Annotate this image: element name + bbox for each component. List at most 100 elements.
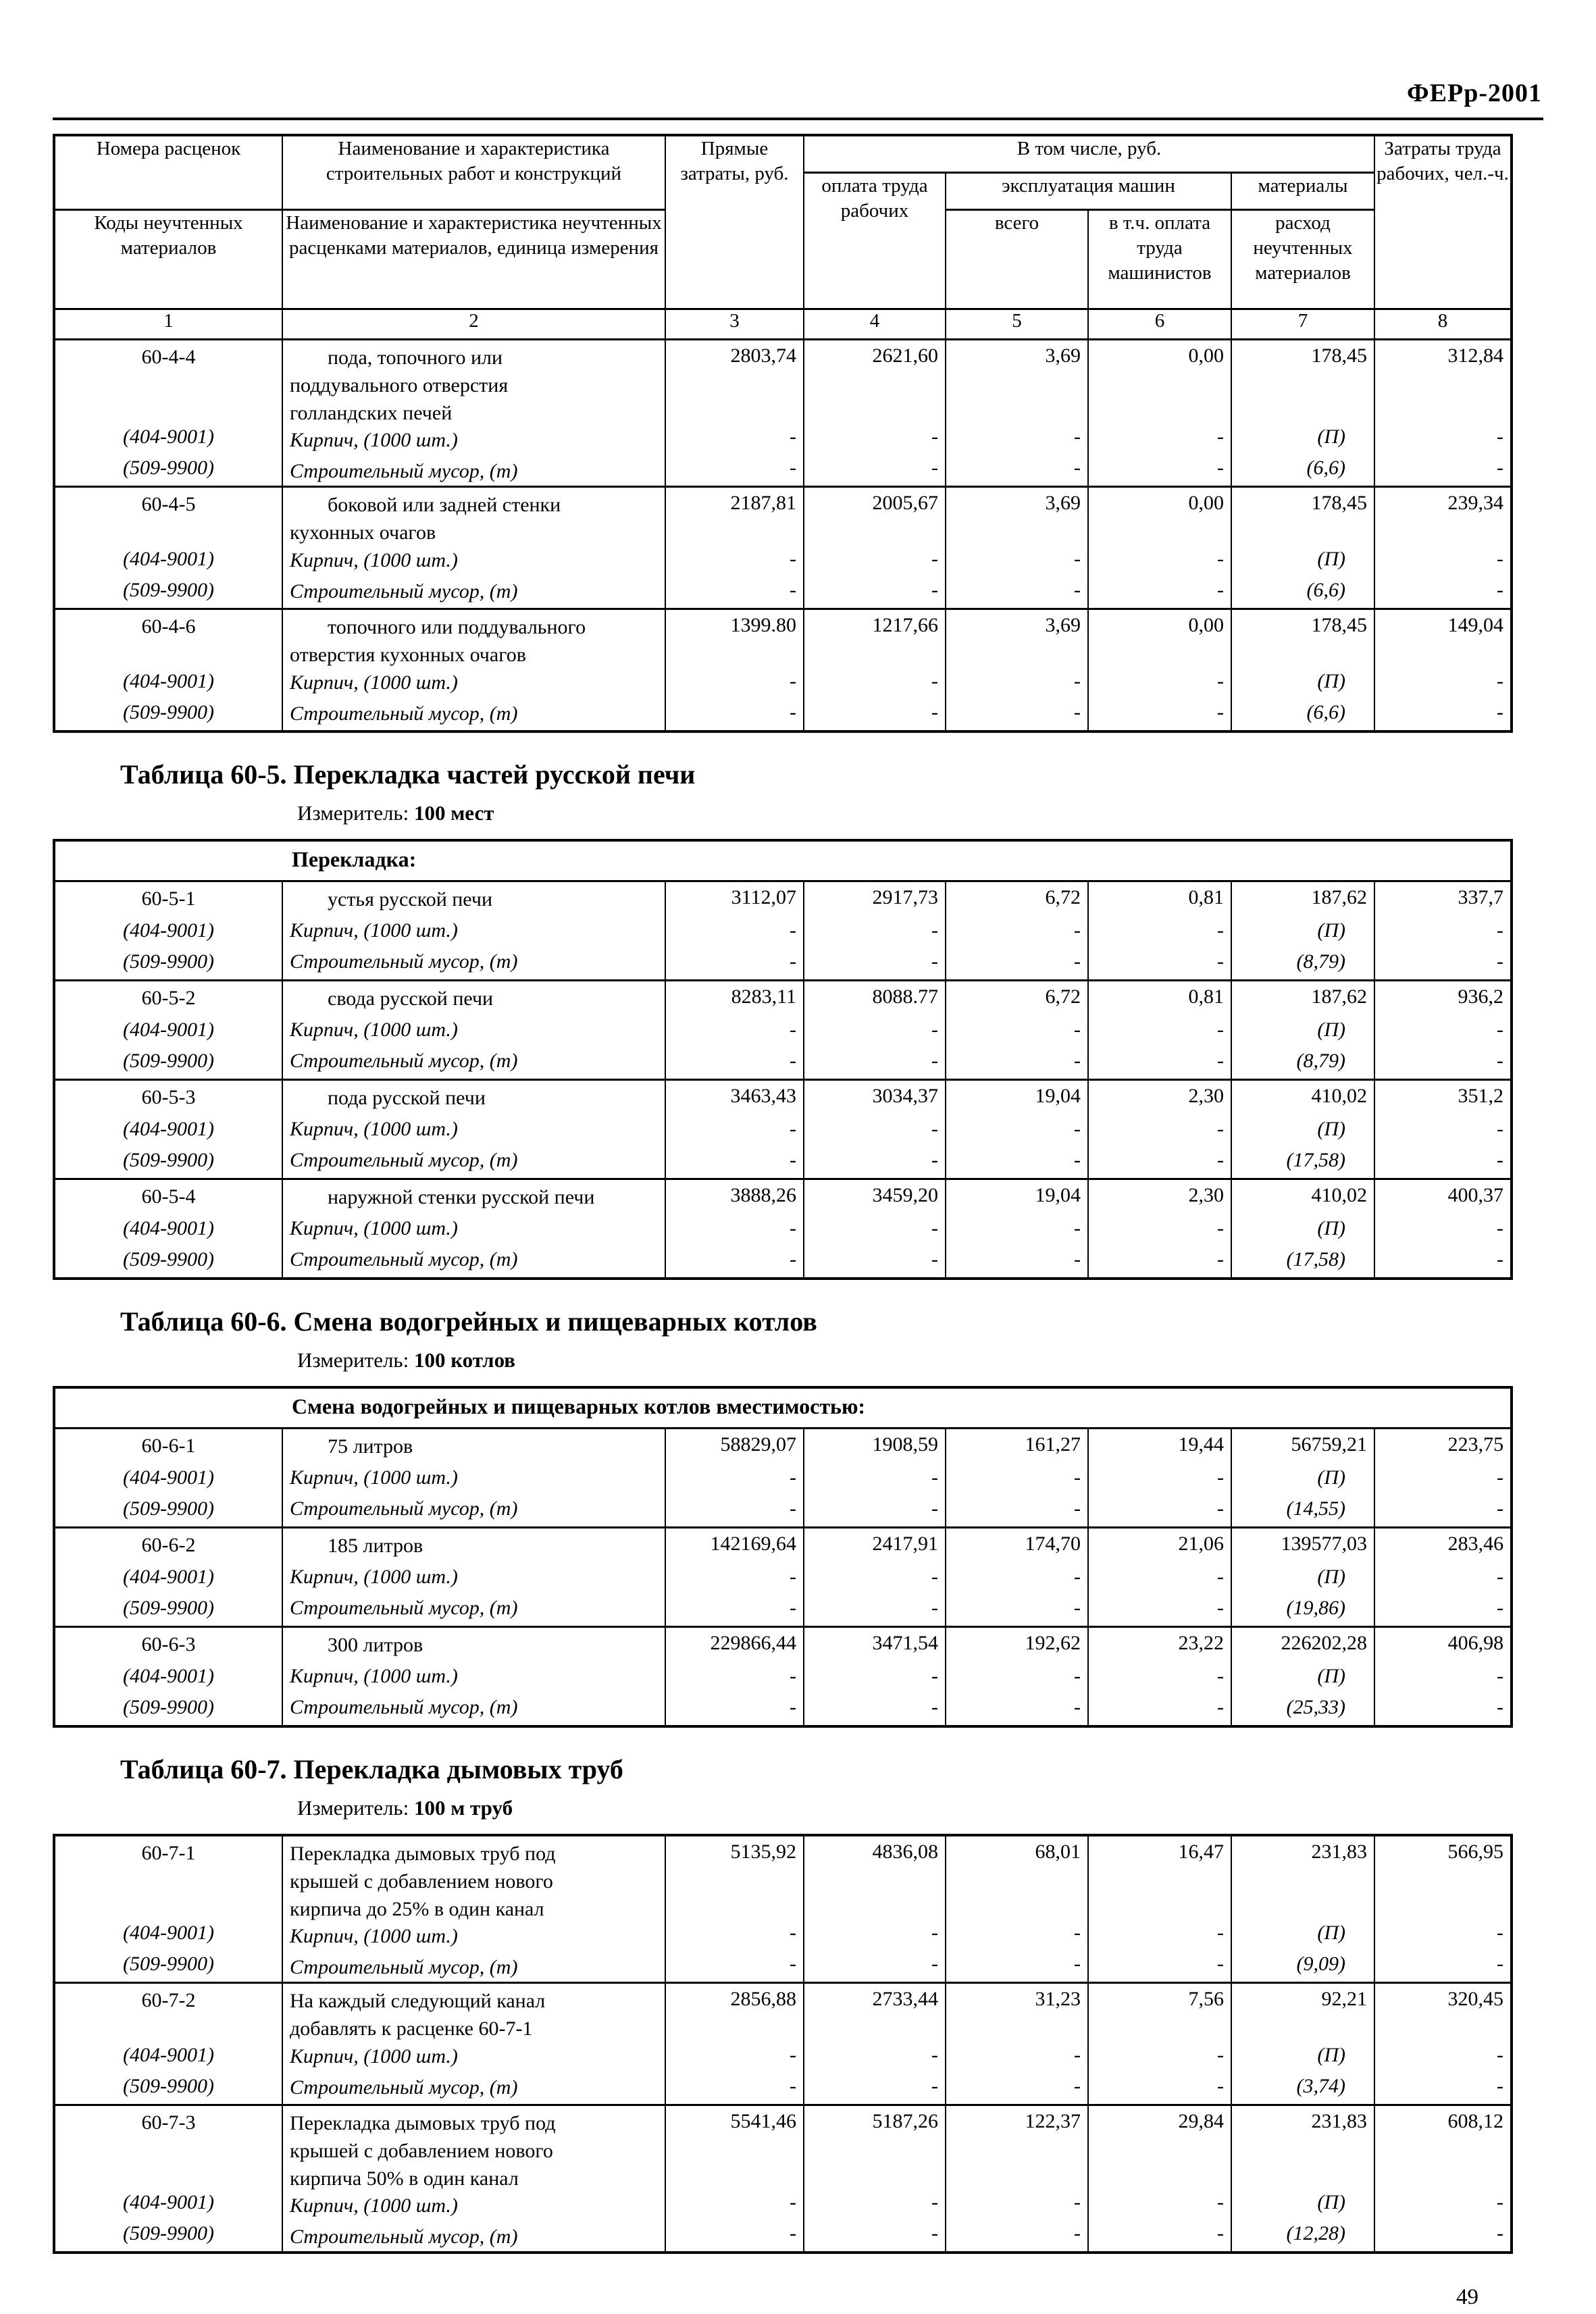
dash-value: -: [1074, 1922, 1081, 1944]
dash-value: -: [1497, 1019, 1504, 1041]
material-name: Кирпич, (1000 шт.): [290, 1118, 458, 1140]
material-code: (404-9001): [123, 670, 214, 692]
measure-label: Измеритель:: [297, 801, 414, 825]
cell-stack: боковой или задней стенки кухонных очагов…: [283, 488, 665, 608]
entry-name-line: поддувального отверстия: [290, 374, 509, 396]
entry-name-line: свода русской печи: [328, 987, 494, 1010]
cell-stack: 0,00 - -: [1089, 340, 1231, 486]
cell-stack: 283,46 - -: [1375, 1528, 1510, 1626]
material-name: Кирпич, (1000 шт.): [290, 1019, 458, 1041]
entry-cell: 231,83 (П) (12,28): [1231, 2104, 1374, 2253]
entry-name: 75 литров: [283, 1429, 665, 1464]
cell-stack: 192,62 - -: [946, 1628, 1087, 1725]
entry-value: 2,30: [1188, 1085, 1225, 1107]
entry-value: 7,56: [1188, 1988, 1225, 2010]
dash-value: -: [931, 1665, 938, 1687]
entry-cell: 406,98 - -: [1373, 1626, 1512, 1726]
entry-name-line: Перекладка дымовых труб под: [290, 2112, 556, 2134]
entry-name-line: наружной стенки русской печи: [328, 1186, 595, 1208]
cell-stack: 300 литров Кирпич, (1000 шт.) Строительный…: [283, 1628, 665, 1725]
cell-stack: топочного или поддувального отверстия кух…: [283, 610, 665, 730]
dash-value: -: [931, 1953, 938, 1975]
material-code: (404-9001): [123, 548, 214, 570]
entry-cell: 92,21 (П) (3,74): [1231, 1982, 1374, 2105]
entry-cell: 3,69 - -: [945, 608, 1088, 731]
cell-stack: 75 литров Кирпич, (1000 шт.) Строительный …: [283, 1429, 665, 1526]
entry-value: 2621,60: [872, 344, 939, 367]
material-name: Строительный мусор, (т): [290, 1696, 518, 1718]
entry-cell: 56759,21 (П) (14,55): [1231, 1427, 1374, 1528]
dash-value: -: [790, 2222, 796, 2244]
dash-value: -: [1074, 670, 1081, 692]
cell-stack: 239,34 - -: [1375, 488, 1510, 608]
entry-value: 192,62: [1025, 1632, 1081, 1654]
entry-value: 1399.80: [730, 614, 797, 636]
entry-cell: 3034,37 - -: [803, 1079, 946, 1179]
entry-cell: 60-5-1 (404-9001) (509-9900): [53, 880, 282, 981]
entry-cell: 60-5-3 (404-9001) (509-9900): [53, 1079, 282, 1179]
dash-value: -: [931, 457, 938, 479]
dash-value: -: [1217, 1696, 1224, 1718]
dash-value: -: [1074, 2222, 1081, 2244]
material-consumption: (8,79): [1296, 1050, 1345, 1072]
measure-line: Измеритель: 100 мест: [53, 801, 1543, 825]
dash-value: -: [1074, 1466, 1081, 1489]
entry-value: 3,69: [1045, 492, 1081, 514]
cell-stack: 187,62 (П) (8,79): [1232, 882, 1374, 979]
entry-cell: 60-4-5 (404-9001) (509-9900): [53, 486, 282, 609]
entry-code: 60-5-3: [141, 1086, 196, 1108]
header-materials-group: материалы: [1231, 172, 1374, 210]
material-code: (404-9001): [123, 1118, 214, 1140]
material-name: Кирпич, (1000 шт.): [290, 1665, 458, 1687]
entry-cell: 60-7-3 (404-9001) (509-9900): [53, 2104, 282, 2253]
material-name: Кирпич, (1000 шт.): [290, 919, 458, 942]
entry-value: 2,30: [1188, 1184, 1225, 1206]
measure-label: Измеритель:: [297, 1796, 414, 1820]
material-code: (404-9001): [123, 1019, 214, 1041]
cell-stack: На каждый следующий канал добавлять к рас…: [283, 1984, 665, 2104]
dash-value: -: [1497, 1665, 1504, 1687]
cell-stack: 185 литров Кирпич, (1000 шт.) Строительный…: [283, 1528, 665, 1626]
header-rule: [53, 118, 1543, 120]
dash-value: -: [1497, 919, 1504, 942]
header-material-name: Наименование и характеристика неучтенных…: [282, 209, 665, 309]
entry-cell: 3471,54 - -: [803, 1626, 946, 1726]
entry-code: 60-5-2: [141, 987, 196, 1009]
entry-cell: 0,00 - -: [1087, 608, 1231, 731]
cell-stack: 406,98 - -: [1375, 1628, 1510, 1725]
material-name: Кирпич, (1000 шт.): [290, 671, 458, 694]
cell-stack: 60-5-2 (404-9001) (509-9900): [55, 981, 282, 1079]
header-materials-consumption: расход неучтенных материалов: [1231, 209, 1374, 309]
entry-value: 139577,03: [1281, 1533, 1368, 1555]
dash-value: -: [931, 919, 938, 942]
entry-cell: топочного или поддувального отверстия кух…: [282, 608, 665, 731]
dash-value: -: [790, 1050, 796, 1072]
dash-value: -: [931, 579, 938, 601]
dash-value: -: [931, 1466, 938, 1489]
cell-stack: 566,95 - -: [1375, 1836, 1510, 1982]
dash-value: -: [1217, 1922, 1224, 1944]
cell-stack: 0,81 - -: [1089, 882, 1231, 979]
entry-cell: 4836,08 - -: [803, 1834, 946, 1983]
dash-value: -: [790, 1217, 796, 1239]
dash-value: -: [1074, 919, 1081, 942]
dash-value: -: [931, 1696, 938, 1718]
cell-stack: 226202,28 (П) (25,33): [1232, 1628, 1374, 1725]
entry-cell: устья русской печи Кирпич, (1000 шт.) Стро…: [282, 880, 665, 981]
dash-value: -: [1074, 579, 1081, 601]
cell-stack: 68,01 - -: [946, 1836, 1087, 1982]
entry-cell: 6,72 - -: [945, 880, 1088, 981]
material-name: Кирпич, (1000 шт.): [290, 1566, 458, 1588]
dash-value: -: [931, 950, 938, 973]
cell-stack: 2,30 - -: [1089, 1180, 1231, 1277]
entry-value: 149,04: [1447, 614, 1504, 636]
dash-value: -: [1497, 2222, 1503, 2244]
material-name: Строительный мусор, (т): [290, 702, 518, 725]
material-code: (509-9900): [123, 1696, 214, 1718]
entry-cell: 1217,66 - -: [803, 608, 946, 731]
dash-value: -: [1217, 1149, 1224, 1171]
material-consumption: (6,6): [1306, 457, 1345, 479]
entry-name-line: пода русской печи: [328, 1087, 486, 1109]
cell-stack: 8283,11 - -: [666, 981, 803, 1079]
entry-name: пода русской печи: [283, 1081, 665, 1116]
